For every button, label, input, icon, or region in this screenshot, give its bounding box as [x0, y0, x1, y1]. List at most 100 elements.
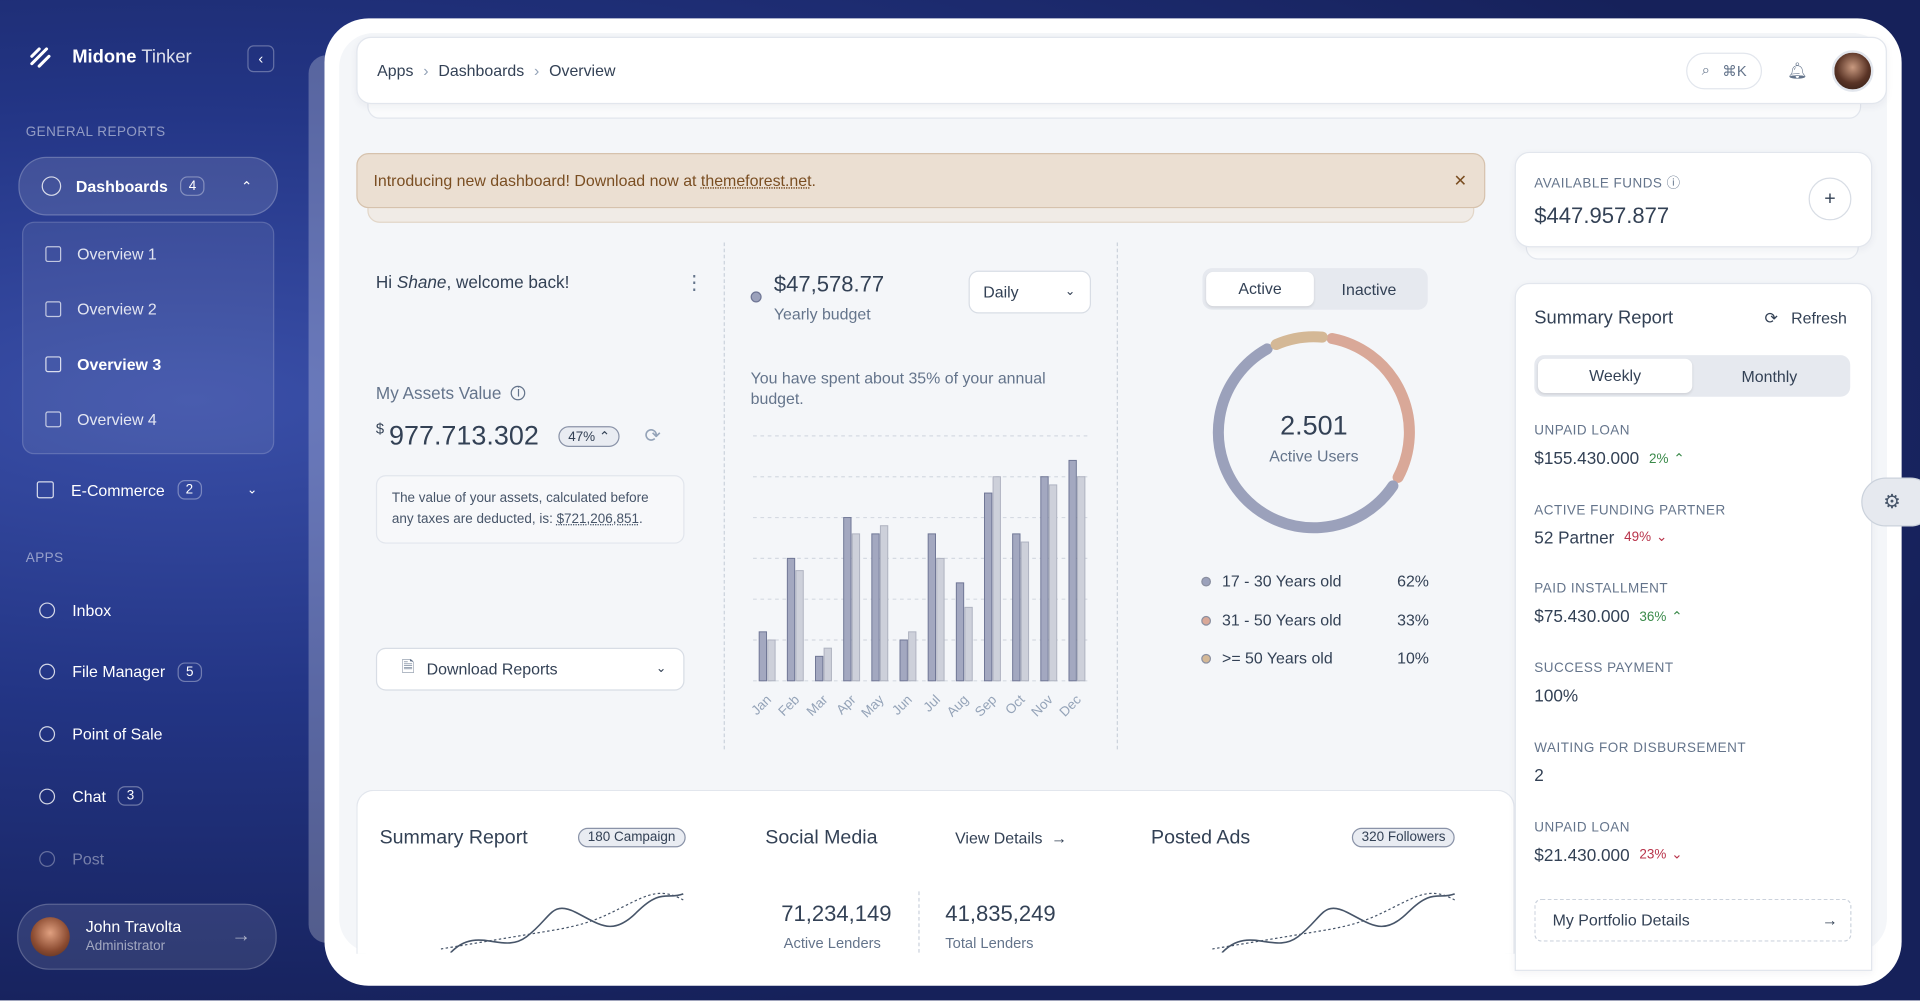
- greeting-rest: , welcome back!: [446, 272, 569, 292]
- nav-icon: [39, 602, 55, 618]
- nav-ecommerce[interactable]: E-Commerce 2 ⌄: [37, 478, 257, 502]
- chevron: ⌄: [247, 483, 257, 496]
- card-badge: 320 Followers: [1352, 828, 1455, 848]
- summary-label: SUCCESS PAYMENT: [1534, 661, 1673, 676]
- bar: [1041, 477, 1048, 681]
- nav-badge: 5: [177, 662, 202, 682]
- x-tick-label: Nov: [1028, 692, 1056, 720]
- donut-segment: [1276, 337, 1322, 345]
- stat-value: 41,835,249: [945, 901, 1055, 927]
- collapse-button[interactable]: ‹: [247, 45, 274, 72]
- alert: Introducing new dashboard! Download now …: [356, 153, 1485, 208]
- alert-text: Introducing new dashboard! Download now …: [373, 171, 696, 189]
- nav-label: Dashboards: [76, 177, 168, 195]
- summary-label: ACTIVE FUNDING PARTNER: [1534, 503, 1725, 518]
- legend-value: 10%: [1356, 649, 1429, 667]
- logo: [29, 47, 51, 69]
- nav-item[interactable]: Point of Sale: [39, 722, 162, 746]
- change-value: 36%: [1639, 610, 1666, 625]
- nav-dashboards[interactable]: Dashboards 4 ⌃: [18, 157, 278, 216]
- stat-label: Total Lenders: [945, 934, 1033, 951]
- period-select[interactable]: Daily⌄: [969, 271, 1091, 314]
- avatar[interactable]: [1832, 50, 1874, 92]
- alert-close[interactable]: ✕: [1454, 171, 1467, 191]
- bar: [816, 656, 823, 680]
- submenu-item[interactable]: Overview 1: [45, 242, 156, 264]
- legend-label: >= 50 Years old: [1222, 649, 1333, 667]
- budget-dot: [751, 291, 762, 302]
- breadcrumb[interactable]: Dashboards: [438, 61, 524, 79]
- assets-value: 977.713.302: [389, 420, 539, 452]
- x-tick-label: Jan: [751, 692, 775, 718]
- bar: [900, 640, 907, 681]
- card-title: Posted Ads: [1151, 828, 1250, 850]
- legend-dot: [1201, 615, 1211, 625]
- x-tick-label: Jul: [920, 692, 943, 715]
- nav-item[interactable]: Chat3: [39, 784, 143, 808]
- change-value: 49%: [1624, 530, 1651, 545]
- breadcrumb[interactable]: Apps: [377, 61, 413, 79]
- legend-value: 62%: [1356, 572, 1429, 590]
- nav-badge: 4: [180, 176, 205, 196]
- search[interactable]: ⌕⌘K: [1686, 52, 1763, 89]
- submenu-icon: [45, 356, 61, 372]
- legend-value: 33%: [1356, 610, 1429, 628]
- user-first-name: Shane: [397, 272, 447, 292]
- submenu-item[interactable]: Overview 2: [45, 298, 156, 320]
- bar: [1013, 534, 1020, 681]
- refresh-button[interactable]: ⟳ Refresh: [1764, 309, 1846, 329]
- summary-row: 52 Partner49%⌄: [1534, 527, 1667, 547]
- summary-label: WAITING FOR DISBURSEMENT: [1534, 741, 1746, 756]
- user-avatar: [31, 917, 70, 956]
- welcome: Hi Shane, welcome back!: [376, 272, 569, 292]
- summary-tabs: Weekly Monthly: [1534, 355, 1850, 397]
- divider: [1117, 242, 1118, 749]
- users-total-label: Active Users: [1206, 447, 1422, 465]
- currency: $: [376, 420, 384, 437]
- nav-item[interactable]: Inbox: [39, 598, 111, 622]
- logout-arrow[interactable]: →: [231, 926, 251, 948]
- tab-active[interactable]: Weekly: [1538, 359, 1692, 393]
- nav-item[interactable]: Post: [39, 846, 104, 870]
- bar: [844, 518, 851, 681]
- settings-button[interactable]: ⚙︎: [1861, 478, 1920, 527]
- trend-arrow: ⌃: [1673, 451, 1684, 466]
- trend-arrow: ⌃: [1671, 610, 1682, 625]
- note-amount: $721,206,851: [557, 512, 639, 527]
- alert-link[interactable]: themeforest.net: [701, 171, 812, 189]
- bar: [909, 632, 916, 681]
- refresh-icon[interactable]: ⟳: [645, 424, 661, 448]
- notifications[interactable]: 🔔︎: [1787, 61, 1807, 81]
- submenu-label: Overview 1: [77, 244, 157, 262]
- stat-label: Active Lenders: [784, 934, 881, 951]
- users-total: 2.501: [1206, 410, 1422, 442]
- bar: [824, 648, 831, 681]
- assets-row: $ 977.713.302 47% ⌃ ⟳: [376, 420, 661, 452]
- tab[interactable]: Monthly: [1692, 367, 1846, 385]
- tab-active[interactable]: Active: [1206, 272, 1314, 306]
- legend-label: 17 - 30 Years old: [1222, 572, 1341, 590]
- download-button[interactable]: 🗎︎Download Reports⌄: [376, 648, 685, 691]
- submenu-item[interactable]: Overview 3: [45, 353, 161, 375]
- submenu-icon: [45, 412, 61, 428]
- bar: [768, 640, 775, 681]
- summary-row: 100%: [1534, 686, 1578, 706]
- nav-icon: [42, 176, 62, 196]
- nav-item[interactable]: File Manager5: [39, 660, 202, 684]
- view-details[interactable]: View Details →: [955, 829, 1067, 847]
- submenu-item[interactable]: Overview 4: [45, 409, 156, 431]
- legend-dot: [1201, 654, 1211, 664]
- nav-label: Chat: [72, 787, 106, 805]
- add-funds[interactable]: +: [1809, 178, 1852, 221]
- user-card[interactable]: John TravoltaAdministrator →: [17, 904, 277, 970]
- budget-text: You have spent about 35% of your annual …: [751, 367, 1082, 409]
- legend-label: 31 - 50 Years old: [1222, 610, 1341, 628]
- menu-dots[interactable]: ⋮: [684, 271, 704, 295]
- summary-label: UNPAID LOAN: [1534, 424, 1630, 439]
- divider: [724, 242, 725, 749]
- tab[interactable]: Inactive: [1314, 280, 1424, 298]
- portfolio-link[interactable]: My Portfolio Details→: [1534, 899, 1851, 942]
- view-details-label: View Details: [955, 829, 1042, 847]
- summary-row: $75.430.00036%⌃: [1534, 607, 1682, 627]
